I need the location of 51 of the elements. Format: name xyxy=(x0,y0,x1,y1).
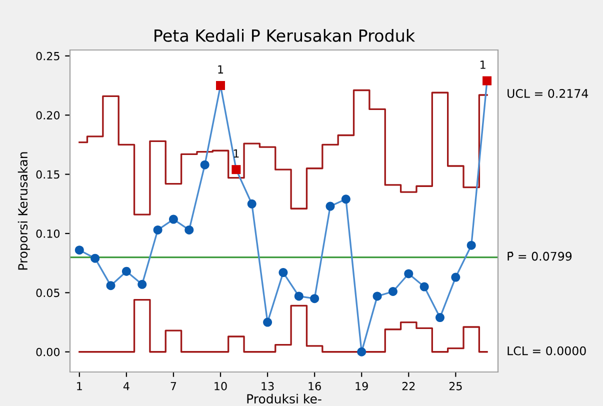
point xyxy=(247,199,256,208)
point xyxy=(232,165,241,174)
x-tick-label: 4 xyxy=(123,382,130,390)
x-tick-label: 7 xyxy=(170,382,176,390)
ref-line-label: P̄ = 0.0799 xyxy=(508,252,572,261)
x-tick-label: 10 xyxy=(214,382,227,390)
point xyxy=(106,281,116,290)
y-tick-label: 0.25 xyxy=(36,52,60,60)
point xyxy=(138,280,147,289)
annotation: 1 xyxy=(234,149,239,158)
point xyxy=(420,282,429,292)
point xyxy=(341,194,350,204)
point xyxy=(122,266,131,276)
point xyxy=(153,225,162,234)
point xyxy=(404,269,414,278)
chart-title: Peta Kedali P Kerusakan Produk xyxy=(154,29,416,42)
x-tick-label: 16 xyxy=(308,382,321,390)
point xyxy=(168,214,178,224)
annotation: 1 xyxy=(480,60,486,69)
y-tick-label: 0.05 xyxy=(36,288,60,298)
point xyxy=(74,246,84,255)
x-axis-title: Produksi ke- xyxy=(247,394,322,404)
point xyxy=(278,268,288,278)
point xyxy=(184,225,194,234)
y-axis-title: Proporsi Kerusakan xyxy=(18,152,30,270)
point xyxy=(466,240,476,250)
point xyxy=(482,76,492,86)
x-tick-label: 13 xyxy=(262,382,274,390)
point xyxy=(326,202,335,211)
x-tick-label: 1 xyxy=(77,382,82,390)
y-tick-label: 0.10 xyxy=(36,229,60,238)
point xyxy=(435,313,444,322)
point xyxy=(200,160,210,170)
point xyxy=(310,294,320,304)
point xyxy=(216,81,226,90)
x-tick-label: 22 xyxy=(402,382,415,390)
point xyxy=(388,287,398,296)
point xyxy=(372,292,382,301)
x-tick-label: 19 xyxy=(356,382,368,390)
annotation: UCL = 0.2174 xyxy=(508,89,588,98)
y-tick-label: 0.20 xyxy=(36,111,60,120)
point xyxy=(357,347,366,356)
y-tick-label: 0.15 xyxy=(36,170,60,179)
point xyxy=(294,292,304,301)
x-tick-label: 25 xyxy=(449,382,462,390)
annotation: 1 xyxy=(218,65,224,74)
annotation: LCL = 0.0000 xyxy=(508,346,586,356)
point xyxy=(263,318,272,327)
point xyxy=(90,254,100,263)
y-tick-label: 0.00 xyxy=(36,348,60,356)
point xyxy=(451,272,460,282)
